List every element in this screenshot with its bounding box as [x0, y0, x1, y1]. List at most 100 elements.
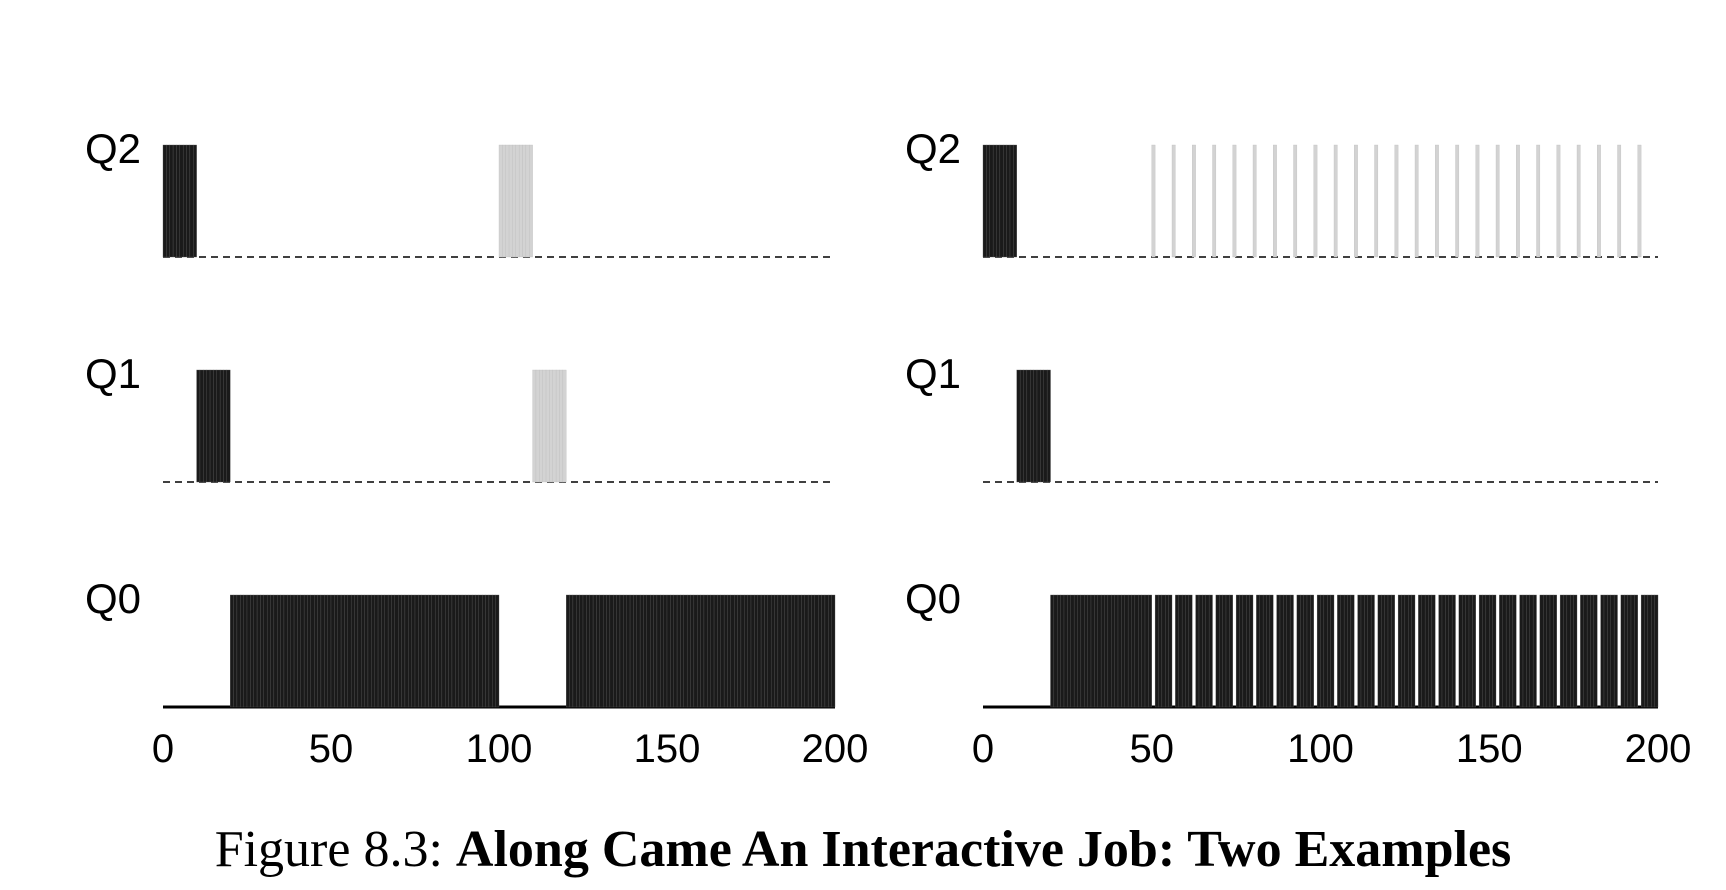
time-slice-bar [179, 144, 184, 258]
time-slice-bar [398, 594, 402, 708]
time-slice-bar [1570, 594, 1574, 708]
time-slice-bar [1644, 594, 1649, 708]
time-slice-bar [176, 144, 180, 258]
time-slice-bar [613, 594, 617, 708]
time-slice-bar [515, 144, 520, 258]
time-slice-bar [1134, 594, 1139, 708]
time-slice-bar [1036, 369, 1041, 483]
time-slice-bar [1465, 594, 1470, 708]
time-slice-bar [1094, 594, 1098, 708]
time-slice-bar [1364, 594, 1368, 708]
time-slice-bar [1451, 594, 1456, 708]
time-slice-bar [455, 594, 459, 708]
time-slice-bar [1563, 594, 1568, 708]
time-slice-bar [162, 144, 167, 258]
time-slice-bar [166, 144, 170, 258]
time-slice-bar [1195, 594, 1200, 708]
time-slice-bar [223, 369, 228, 483]
time-slice-bar [337, 594, 342, 708]
time-slice-bar [1070, 594, 1075, 708]
time-slice-bar [1283, 594, 1287, 708]
time-slice-bar [831, 594, 836, 708]
time-slice-bar [774, 594, 779, 708]
time-slice-bar [1492, 594, 1497, 708]
time-slice-bar [1428, 594, 1433, 708]
time-slice-bar [344, 594, 348, 708]
time-slice-bar [1215, 594, 1220, 708]
time-slice-bar [250, 594, 254, 708]
time-slice-bar [781, 594, 785, 708]
time-slice-bar [1181, 594, 1186, 708]
time-slice-bar [512, 144, 516, 258]
time-slice-bar [169, 144, 174, 258]
time-slice-bar [314, 594, 318, 708]
time-slice-bar [330, 594, 335, 708]
chart-panel-1: Q2 Q1 Q0 0 50 100 150 200 [85, 125, 868, 771]
time-slice-bar [1117, 594, 1122, 708]
time-slice-bar [468, 594, 473, 708]
time-slice-bar [592, 594, 597, 708]
queue-label-q0: Q0 [905, 575, 961, 622]
time-slice-bar [1340, 594, 1345, 708]
time-slice-bar [1394, 144, 1399, 258]
time-slice-bar [824, 594, 829, 708]
time-slice-bar [461, 594, 466, 708]
time-slice-bar [633, 594, 637, 708]
time-slice-bar [586, 594, 590, 708]
time-slice-bar [297, 594, 301, 708]
time-slice-bar [401, 594, 406, 708]
time-slice-bar [1455, 144, 1460, 258]
time-slice-bar [428, 594, 432, 708]
time-slice-bar [324, 594, 328, 708]
time-slice-bar [421, 594, 426, 708]
time-slice-bar [1583, 594, 1588, 708]
time-slice-bar [1532, 594, 1537, 708]
time-slice-bar [599, 594, 604, 708]
time-slice-bar [1273, 144, 1277, 258]
time-slice-bar [300, 594, 305, 708]
time-slice-bar [1580, 594, 1584, 708]
x-tick-label: 200 [802, 727, 869, 771]
time-slice-bar [707, 594, 711, 708]
time-slice-bar [1556, 144, 1561, 258]
time-slice-bar [1198, 594, 1203, 708]
time-slice-bar [982, 144, 987, 258]
time-slice-bar [434, 594, 439, 708]
time-slice-bar [529, 144, 533, 258]
time-slice-bar [1526, 594, 1530, 708]
time-slice-bar [606, 594, 611, 708]
time-slice-bar [764, 594, 768, 708]
time-slice-bar [1566, 594, 1571, 708]
time-slice-bar [1327, 594, 1331, 708]
time-slice-bar [1087, 594, 1092, 708]
time-slice-bar [263, 594, 268, 708]
time-slice-bar [1627, 594, 1632, 708]
series-long-job [982, 144, 1659, 708]
time-slice-bar [757, 594, 762, 708]
time-slice-bar [623, 594, 627, 708]
time-slice-bar [1266, 594, 1271, 708]
time-slice-bar [740, 594, 745, 708]
time-slice-bar [492, 594, 496, 708]
time-slice-bar [290, 594, 295, 708]
time-slice-bar [1300, 594, 1304, 708]
time-slice-bar [1617, 144, 1622, 258]
queue-label-q2: Q2 [905, 125, 961, 172]
time-slice-bar [576, 594, 580, 708]
time-slice-bar [1097, 594, 1102, 708]
time-slice-bar [387, 594, 392, 708]
time-slice-bar [532, 369, 537, 483]
time-slice-bar [1219, 594, 1223, 708]
time-slice-bar [1192, 144, 1196, 258]
time-slice-bar [1448, 594, 1453, 708]
time-slice-bar [660, 594, 664, 708]
time-slice-bar [1009, 144, 1014, 258]
time-slice-bar [1502, 594, 1507, 708]
time-slice-bar [1397, 594, 1402, 708]
time-slice-bar [350, 594, 355, 708]
time-slice-bar [1084, 594, 1088, 708]
time-slice-bar [777, 594, 782, 708]
time-slice-bar [465, 594, 469, 708]
time-slice-bar [1435, 144, 1439, 258]
time-slice-bar [213, 369, 217, 483]
